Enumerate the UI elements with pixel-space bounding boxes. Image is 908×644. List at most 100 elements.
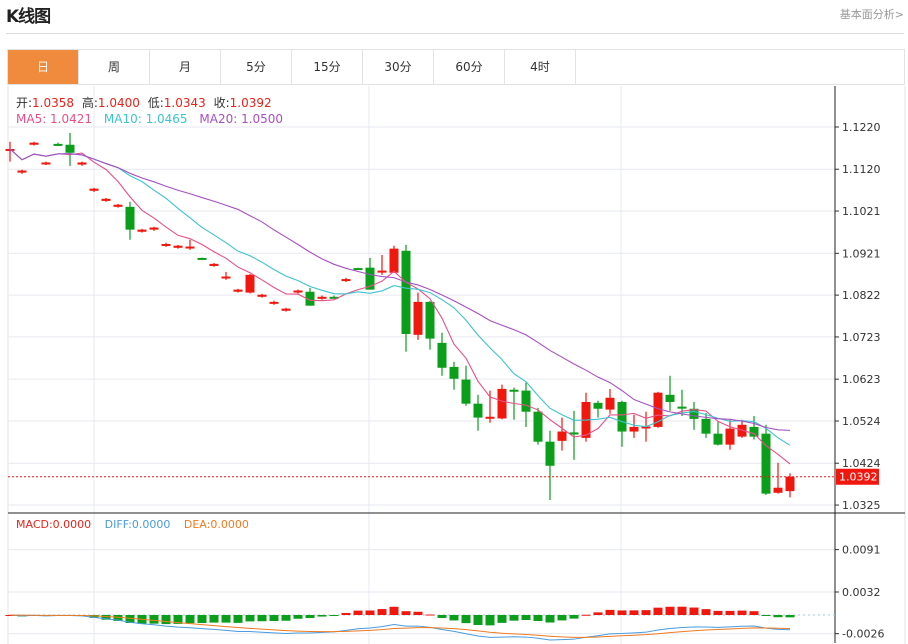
dea-line [9, 614, 791, 638]
macd-bar [293, 615, 303, 619]
macd-tick-label: -0.0026 [842, 628, 884, 641]
close-value: 1.0392 [229, 96, 272, 110]
diff-value: DIFF:0.0000 [104, 518, 171, 531]
macd-bar [713, 610, 723, 615]
macd-bar [665, 606, 675, 615]
candle-up [377, 270, 387, 273]
tab-4hour[interactable]: 4时 [505, 50, 576, 84]
macd-bar [341, 612, 351, 615]
macd-bar [401, 611, 411, 615]
current-price-label: 1.0392 [839, 471, 878, 484]
macd-bar [113, 615, 123, 621]
candle-down [761, 433, 771, 494]
macd-bar [173, 615, 183, 624]
candle-up [5, 148, 15, 151]
candle-up [245, 274, 255, 293]
candle-down [749, 426, 759, 437]
candle-up [281, 308, 291, 311]
candle-up [293, 290, 303, 293]
candle-up [641, 426, 651, 429]
ma5-value: MA5: 1.0421 [16, 112, 93, 126]
candle-down [509, 389, 519, 392]
price-tick-label: 1.1220 [842, 121, 881, 134]
macd-bar [425, 614, 435, 616]
fundamental-analysis-link[interactable]: 基本面分析> [839, 8, 904, 21]
macd-bar [389, 606, 399, 615]
candle-up [221, 276, 231, 279]
candle-up [257, 294, 267, 297]
macd-legend: MACD:0.0000 DIFF:0.0000 DEA:0.0000 [16, 518, 253, 531]
candle-down [533, 411, 543, 442]
tab-30min[interactable]: 30分 [363, 50, 434, 84]
macd-bar [761, 615, 771, 616]
candle-up [41, 162, 51, 165]
candle-up [773, 487, 783, 493]
candle-up [605, 397, 615, 410]
candle-down [353, 268, 363, 271]
candle-down [449, 366, 459, 379]
macd-bar [497, 615, 507, 623]
open-value: 1.0358 [32, 96, 75, 110]
candle-up [29, 142, 39, 145]
macd-bar [617, 610, 627, 615]
diff-line [9, 614, 791, 641]
candle-up [485, 416, 495, 419]
candle-up [557, 431, 567, 441]
candle-down [701, 418, 711, 434]
macd-tick-label: 0.0091 [842, 544, 881, 557]
macd-bar [569, 615, 579, 619]
timeframe-tabs: 日 周 月 5分 15分 30分 60分 4时 [7, 49, 905, 85]
macd-bar [641, 610, 651, 615]
macd-bar [149, 615, 159, 624]
macd-tick-label: 0.0032 [842, 586, 881, 599]
candle-down [461, 379, 471, 404]
macd-bar [269, 615, 279, 622]
candle-down [617, 401, 627, 432]
macd-bar [197, 615, 207, 624]
ma20-value: MA20: 1.0500 [199, 112, 284, 126]
candle-up [317, 296, 327, 299]
price-tick-label: 1.0723 [842, 331, 881, 344]
dea-value: DEA:0.0000 [183, 518, 249, 531]
macd-bar [773, 615, 783, 618]
macd-bar [185, 615, 195, 624]
macd-bar [377, 609, 387, 615]
candle-up [161, 244, 171, 247]
tab-month[interactable]: 月 [150, 50, 221, 84]
close-label: 收: [213, 96, 230, 110]
macd-bar [485, 615, 495, 626]
candle-up [413, 301, 423, 335]
low-value: 1.0343 [163, 96, 206, 110]
candle-down [713, 433, 723, 445]
macd-bar [221, 615, 231, 623]
tab-15min[interactable]: 15分 [292, 50, 363, 84]
tab-week[interactable]: 周 [79, 50, 150, 84]
tab-day[interactable]: 日 [8, 50, 79, 84]
candle-down [425, 301, 435, 339]
candle-up [185, 246, 195, 249]
candle-down [473, 403, 483, 418]
tab-5min[interactable]: 5分 [221, 50, 292, 84]
price-tick-label: 1.0325 [842, 499, 881, 512]
macd-bar [737, 610, 747, 615]
candle-down [197, 257, 207, 260]
ma-legend: MA5: 1.0421 MA10: 1.0465 MA20: 1.0500 [16, 112, 287, 126]
candle-up [653, 392, 663, 427]
candle-down [365, 267, 375, 290]
divider [6, 33, 904, 34]
macd-bar [449, 615, 459, 621]
macd-bar [689, 607, 699, 615]
candle-up [209, 263, 219, 266]
macd-bar [245, 615, 255, 622]
candle-down [53, 143, 63, 146]
tab-60min[interactable]: 60分 [434, 50, 505, 84]
macd-value: MACD:0.0000 [16, 518, 92, 531]
macd-bar [725, 610, 735, 615]
price-tick-label: 1.0524 [842, 415, 881, 428]
ma5-line [9, 148, 791, 465]
page-title: K线图 [6, 7, 51, 27]
ohlc-legend: 开:1.0358 高:1.0400 低:1.0343 收:1.0392 [16, 94, 276, 111]
macd-bar [785, 615, 795, 618]
macd-bar [521, 615, 531, 621]
